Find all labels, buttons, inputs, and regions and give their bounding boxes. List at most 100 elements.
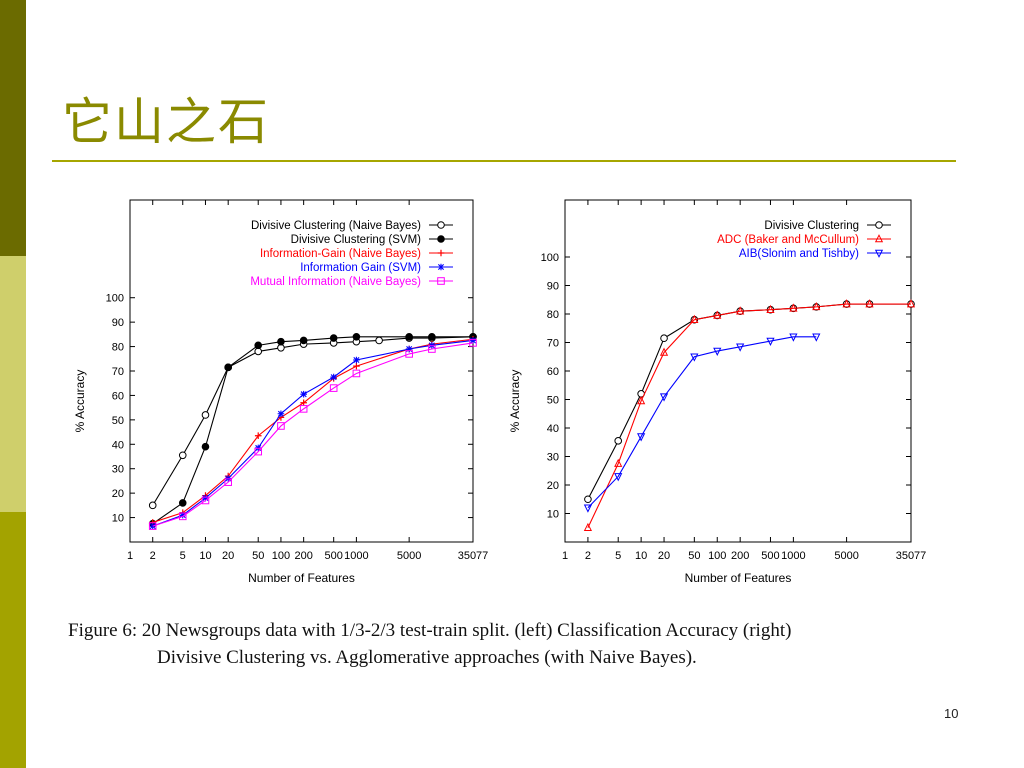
data-point [254,447,263,456]
data-point [469,337,477,344]
y-tick-label: 20 [112,488,124,500]
data-point [812,301,821,311]
data-point [736,306,745,315]
x-tick-label: 200 [731,550,749,562]
chart-1: 1 2 5 10 20 50 100 200 500 1000 5000 35077 10 20 30 40 5… [73,199,489,585]
data-point [224,478,232,486]
data-point [277,337,285,346]
data-point [584,495,592,504]
x-tick-label: 35077 [896,550,927,562]
data-point [405,333,413,341]
legend-marker [437,277,445,285]
data-point [906,299,916,308]
y-tick-label: 80 [112,342,124,354]
data-point [842,299,851,308]
data-point [789,303,798,312]
legend-marker [437,221,445,229]
legend-label: Divisive Clustering (SVM) [291,234,422,246]
figure-caption-line1: Figure 6: 20 Newsgroups data with 1/3-2/… [68,620,792,641]
data-point [149,522,157,530]
data-point [299,405,308,413]
accent-bar-top [0,0,26,256]
data-point [329,334,338,342]
x-tick-label: 500 [761,550,779,562]
data-point [178,451,187,460]
data-point [277,422,285,430]
data-point [659,393,669,402]
y-tick-label: 80 [547,309,559,321]
data-point [713,310,722,319]
y-tick-label: 30 [547,452,559,464]
data-point [428,333,436,341]
x-tick-label: 100 [708,550,726,562]
chart-2: 1 2 5 10 20 50 100 200 500 1000 5000 35077 10 20 30 40 5… [508,199,927,585]
data-point [614,458,623,467]
data-point [224,363,232,372]
data-point [353,356,360,364]
data-point [353,362,360,370]
x-tick-label: 50 [688,550,700,562]
plot-frame [129,199,474,543]
y-tick-label: 50 [112,415,124,427]
data-point [583,504,593,513]
x-tick-label: 2 [150,550,156,562]
data-point [637,396,646,405]
y-tick-label: 60 [112,390,124,402]
data-point [812,333,821,342]
legend-marker [874,249,884,258]
y-tick-label: 90 [112,317,124,329]
legend-marker [875,221,883,229]
data-point [300,390,307,398]
data-point [789,333,798,342]
x-tick-label: 35077 [458,550,489,562]
x-tick-label: 5 [180,550,186,562]
data-point [583,522,593,532]
legend-label: AIB(Slonim and Tishby) [739,248,859,260]
data-point [637,433,646,442]
data-point [690,353,699,362]
y-axis-label: % Accuracy [73,370,87,433]
data-point [148,501,157,510]
series-2 [583,299,916,532]
legend-label: Mutual Information (Naive Bayes) [250,276,421,288]
y-tick-label: 10 [112,513,124,525]
legend: Divisive Clustering ADC (Baker and McCull… [717,220,891,260]
y-tick-label: 70 [547,338,559,350]
y-tick-label: 90 [547,281,559,293]
data-point [614,437,623,445]
data-point [736,343,745,352]
title-divider [52,160,956,162]
x-tick-label: 10 [635,550,647,562]
data-point [178,512,187,521]
data-point [428,345,436,353]
data-point [299,336,308,345]
data-point [330,373,337,381]
legend-marker [437,263,445,271]
legend-label: Divisive Clustering [764,220,859,232]
page-number: 10 [944,706,959,721]
legend-marker [437,235,445,243]
series-line [587,336,817,509]
data-point [614,473,623,482]
y-tick-label: 10 [547,509,559,521]
x-tick-label: 5000 [397,550,421,562]
y-tick-label: 60 [547,366,559,378]
data-point [201,411,210,419]
legend-label: Information-Gain (Naive Bayes) [260,248,421,260]
y-tick-label: 50 [547,395,559,407]
x-tick-label: 5000 [834,550,858,562]
data-point [405,345,413,353]
series-line [587,303,911,528]
legend-label: Information Gain (SVM) [300,262,421,274]
data-point [254,432,262,440]
data-point [254,341,263,350]
data-point [766,337,775,346]
data-point [277,410,285,418]
figure-caption-line2: Divisive Clustering vs. Agglomerative ap… [157,647,697,668]
x-tick-label: 1000 [344,550,368,562]
plot-frame [564,199,912,543]
series-3 [583,333,821,513]
accent-bar-middle [0,256,26,512]
data-point [202,494,209,502]
x-tick-label: 5 [615,550,621,562]
